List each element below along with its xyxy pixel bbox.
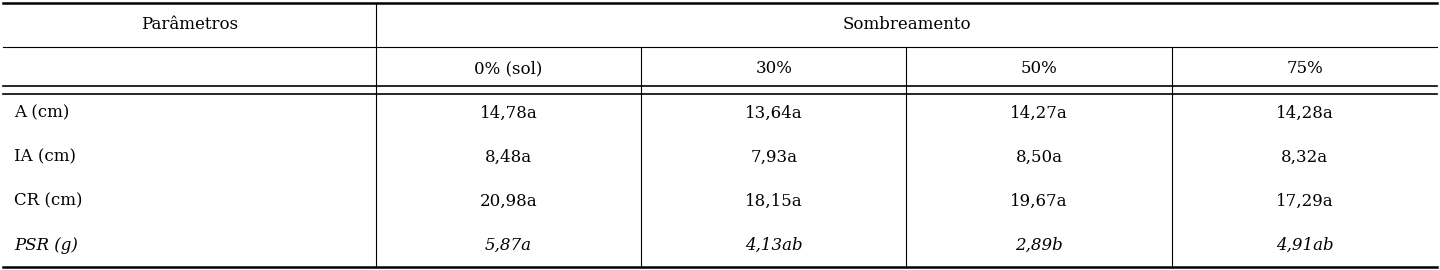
Text: 17,29a: 17,29a	[1276, 193, 1333, 210]
Text: 4,91ab: 4,91ab	[1276, 237, 1333, 254]
Text: 8,48a: 8,48a	[485, 148, 531, 166]
Text: CR (cm): CR (cm)	[14, 193, 82, 210]
Text: 2,89b: 2,89b	[1015, 237, 1063, 254]
Text: Parâmetros: Parâmetros	[141, 16, 238, 33]
Text: A (cm): A (cm)	[14, 104, 69, 122]
Text: 8,32a: 8,32a	[1282, 148, 1328, 166]
Text: 14,28a: 14,28a	[1276, 104, 1333, 122]
Text: IA (cm): IA (cm)	[14, 148, 76, 166]
Text: 18,15a: 18,15a	[744, 193, 802, 210]
Text: 75%: 75%	[1286, 60, 1323, 77]
Text: 14,78a: 14,78a	[480, 104, 537, 122]
Text: PSR (g): PSR (g)	[14, 237, 78, 254]
Text: 14,27a: 14,27a	[1011, 104, 1068, 122]
Text: Sombreamento: Sombreamento	[842, 16, 971, 33]
Text: 7,93a: 7,93a	[750, 148, 798, 166]
Text: 30%: 30%	[756, 60, 792, 77]
Text: 19,67a: 19,67a	[1011, 193, 1068, 210]
Text: 5,87a: 5,87a	[485, 237, 531, 254]
Text: 8,50a: 8,50a	[1015, 148, 1063, 166]
Text: 0% (sol): 0% (sol)	[474, 60, 543, 77]
Text: 4,13ab: 4,13ab	[744, 237, 802, 254]
Text: 13,64a: 13,64a	[744, 104, 802, 122]
Text: 50%: 50%	[1021, 60, 1057, 77]
Text: 20,98a: 20,98a	[480, 193, 537, 210]
